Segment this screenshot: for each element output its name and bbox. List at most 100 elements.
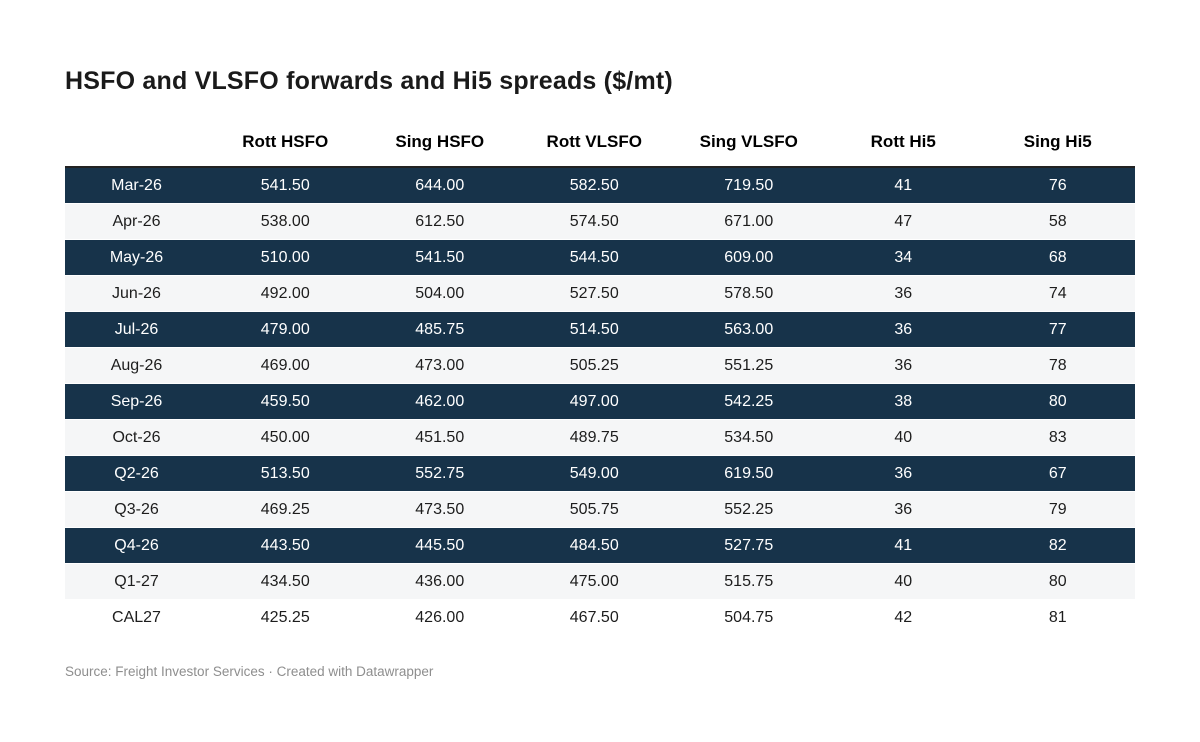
table-cell: 563.00	[671, 312, 826, 348]
table-cell: 76	[980, 168, 1135, 204]
table-row: Q2-26 513.50 552.75 549.00 619.50 36 67	[65, 456, 1135, 492]
table-cell: 619.50	[671, 456, 826, 492]
table-cell: 644.00	[362, 168, 517, 204]
table-cell: 541.50	[362, 240, 517, 276]
table-row: Q3-26 469.25 473.50 505.75 552.25 36 79	[65, 492, 1135, 528]
table-cell: 582.50	[517, 168, 672, 204]
table-row: Jul-26 479.00 485.75 514.50 563.00 36 77	[65, 312, 1135, 348]
table-cell: 505.75	[517, 492, 672, 528]
table-row: Q1-27 434.50 436.00 475.00 515.75 40 80	[65, 564, 1135, 600]
table-cell: 426.00	[362, 600, 517, 636]
column-header-rott-hi5: Rott Hi5	[826, 120, 981, 168]
table-cell: 34	[826, 240, 981, 276]
table-cell: 78	[980, 348, 1135, 384]
table-cell: 479.00	[208, 312, 363, 348]
row-label: Sep-26	[65, 384, 208, 420]
source-note: Source: Freight Investor Services · Crea…	[65, 664, 434, 679]
table-cell: 513.50	[208, 456, 363, 492]
row-label: Jun-26	[65, 276, 208, 312]
row-label: Q1-27	[65, 564, 208, 600]
table-cell: 436.00	[362, 564, 517, 600]
table-cell: 578.50	[671, 276, 826, 312]
table-cell: 574.50	[517, 204, 672, 240]
table-row: CAL27 425.25 426.00 467.50 504.75 42 81	[65, 600, 1135, 636]
table-cell: 514.50	[517, 312, 672, 348]
column-header-sing-vlsfo: Sing VLSFO	[671, 120, 826, 168]
table-cell: 542.25	[671, 384, 826, 420]
forwards-table: Rott HSFO Sing HSFO Rott VLSFO Sing VLSF…	[65, 120, 1135, 636]
table-cell: 515.75	[671, 564, 826, 600]
table-cell: 445.50	[362, 528, 517, 564]
table-cell: 80	[980, 384, 1135, 420]
row-label: Oct-26	[65, 420, 208, 456]
table-cell: 58	[980, 204, 1135, 240]
table-cell: 67	[980, 456, 1135, 492]
table-cell: 475.00	[517, 564, 672, 600]
table-cell: 434.50	[208, 564, 363, 600]
column-header-sing-hsfo: Sing HSFO	[362, 120, 517, 168]
table-cell: 544.50	[517, 240, 672, 276]
table-cell: 489.75	[517, 420, 672, 456]
table-cell: 81	[980, 600, 1135, 636]
table-cell: 497.00	[517, 384, 672, 420]
table-cell: 469.00	[208, 348, 363, 384]
table-header: Rott HSFO Sing HSFO Rott VLSFO Sing VLSF…	[65, 120, 1135, 168]
table-cell: 36	[826, 348, 981, 384]
column-header-period	[65, 120, 208, 168]
table-cell: 484.50	[517, 528, 672, 564]
table-cell: 671.00	[671, 204, 826, 240]
table-cell: 36	[826, 276, 981, 312]
row-label: Q3-26	[65, 492, 208, 528]
table-row: Oct-26 450.00 451.50 489.75 534.50 40 83	[65, 420, 1135, 456]
table-cell: 462.00	[362, 384, 517, 420]
row-label: Mar-26	[65, 168, 208, 204]
table-row: Sep-26 459.50 462.00 497.00 542.25 38 80	[65, 384, 1135, 420]
table-cell: 450.00	[208, 420, 363, 456]
header-row: Rott HSFO Sing HSFO Rott VLSFO Sing VLSF…	[65, 120, 1135, 168]
table-cell: 534.50	[671, 420, 826, 456]
table-cell: 552.75	[362, 456, 517, 492]
table-cell: 459.50	[208, 384, 363, 420]
table-cell: 47	[826, 204, 981, 240]
table-cell: 504.00	[362, 276, 517, 312]
row-label: Q2-26	[65, 456, 208, 492]
table-cell: 612.50	[362, 204, 517, 240]
table-row: Apr-26 538.00 612.50 574.50 671.00 47 58	[65, 204, 1135, 240]
table-row: Mar-26 541.50 644.00 582.50 719.50 41 76	[65, 168, 1135, 204]
table-cell: 552.25	[671, 492, 826, 528]
table-cell: 467.50	[517, 600, 672, 636]
table-cell: 549.00	[517, 456, 672, 492]
table-body: Mar-26 541.50 644.00 582.50 719.50 41 76 Apr-26…	[65, 168, 1135, 636]
table-row: Aug-26 469.00 473.00 505.25 551.25 36 78	[65, 348, 1135, 384]
table-cell: 41	[826, 528, 981, 564]
table-cell: 719.50	[671, 168, 826, 204]
table-cell: 42	[826, 600, 981, 636]
table-cell: 41	[826, 168, 981, 204]
table-cell: 83	[980, 420, 1135, 456]
table-cell: 80	[980, 564, 1135, 600]
table-cell: 74	[980, 276, 1135, 312]
table-cell: 492.00	[208, 276, 363, 312]
column-header-rott-hsfo: Rott HSFO	[208, 120, 363, 168]
table-cell: 82	[980, 528, 1135, 564]
table-cell: 485.75	[362, 312, 517, 348]
table-cell: 551.25	[671, 348, 826, 384]
table-row: Q4-26 443.50 445.50 484.50 527.75 41 82	[65, 528, 1135, 564]
table-cell: 505.25	[517, 348, 672, 384]
chart-title: HSFO and VLSFO forwards and Hi5 spreads …	[65, 67, 673, 95]
table-row: Jun-26 492.00 504.00 527.50 578.50 36 74	[65, 276, 1135, 312]
table-cell: 36	[826, 456, 981, 492]
table-cell: 36	[826, 492, 981, 528]
row-label: Q4-26	[65, 528, 208, 564]
table-cell: 527.50	[517, 276, 672, 312]
table-cell: 451.50	[362, 420, 517, 456]
table-row: May-26 510.00 541.50 544.50 609.00 34 68	[65, 240, 1135, 276]
table-cell: 425.25	[208, 600, 363, 636]
table-cell: 68	[980, 240, 1135, 276]
table-cell: 510.00	[208, 240, 363, 276]
table-cell: 609.00	[671, 240, 826, 276]
table-cell: 473.50	[362, 492, 517, 528]
table-cell: 36	[826, 312, 981, 348]
chart-container: HSFO and VLSFO forwards and Hi5 spreads …	[65, 67, 1135, 679]
